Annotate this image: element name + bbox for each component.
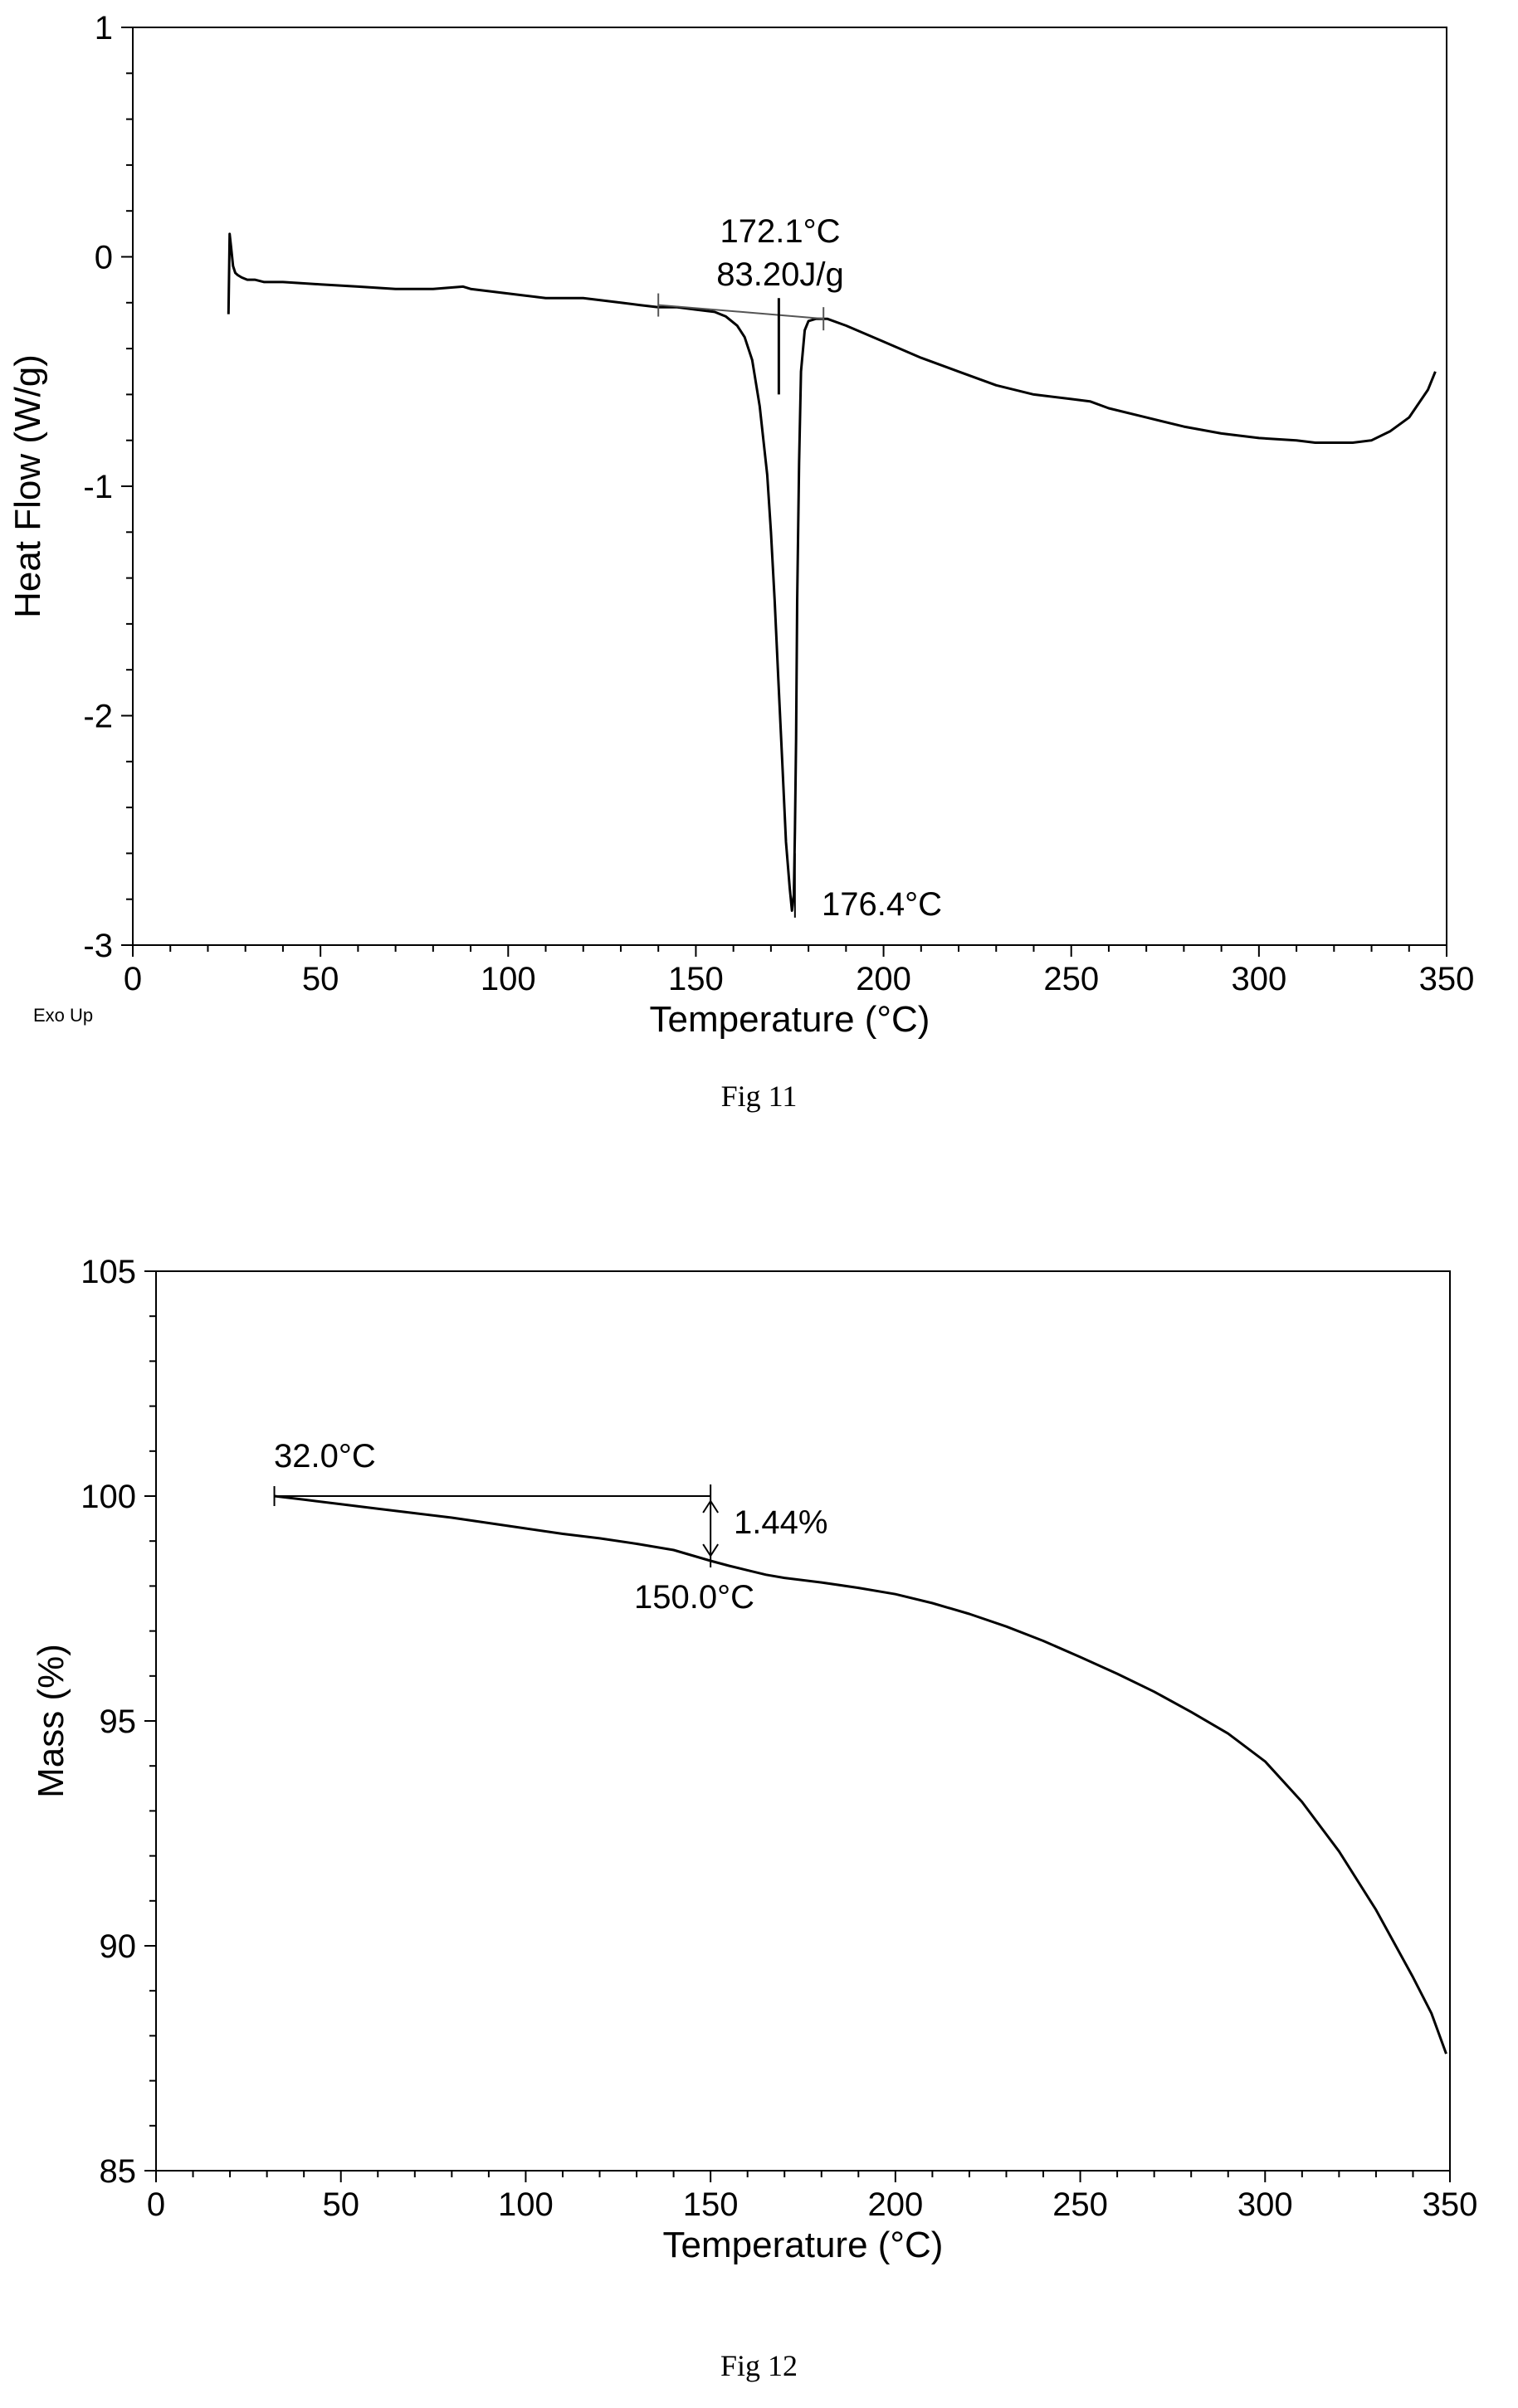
x-tick-label: 100	[481, 961, 536, 997]
end-temperature-label: 150.0°C	[634, 1579, 754, 1616]
x-tick-label: 0	[147, 2186, 165, 2223]
y-tick-label: 0	[95, 240, 113, 276]
y-axis-label: Heat Flow (W/g)	[7, 354, 48, 618]
arrow-head-up	[702, 1499, 719, 1514]
x-tick-label: 150	[668, 961, 724, 997]
x-tick-label: 250	[1043, 961, 1099, 997]
y-tick-label: 95	[100, 1704, 137, 1740]
x-tick-label: 200	[856, 961, 911, 997]
x-tick-label: 300	[1237, 2186, 1293, 2223]
arrow-head-down	[702, 1543, 719, 1557]
x-tick-label: 50	[302, 961, 339, 997]
figure-12-caption: Fig 12	[720, 2349, 798, 2382]
onset-temperature-label: 172.1°C	[720, 213, 841, 250]
series-line-0	[227, 232, 1437, 912]
y-tick-label: -1	[83, 469, 113, 505]
y-tick-label: 85	[100, 2153, 137, 2190]
x-axis-label: Temperature (°C)	[663, 2225, 944, 2265]
x-tick-label: 50	[322, 2186, 359, 2223]
x-tick-label: 100	[498, 2186, 554, 2223]
chart-12: 0 50 100 150 200 250 300 350 85 90 95 100 105 Tempera…	[31, 1254, 1477, 2265]
y-tick-label: 105	[81, 1254, 136, 1290]
series-line-0	[274, 1494, 1447, 2055]
x-tick-label: 300	[1231, 961, 1286, 997]
x-tick-label: 150	[683, 2186, 739, 2223]
x-tick-label: 250	[1052, 2186, 1108, 2223]
enthalpy-label: 83.20J/g	[716, 256, 843, 293]
plot-frame	[155, 1270, 1451, 2172]
mass-loss-label: 1.44%	[734, 1504, 827, 1541]
figure-11-caption: Fig 11	[720, 1080, 798, 1113]
y-tick-label: 90	[100, 1928, 137, 1965]
start-temperature-label: 32.0°C	[274, 1438, 376, 1475]
integration-baseline	[658, 304, 824, 320]
x-tick-label: 0	[124, 961, 142, 997]
x-tick-label: 350	[1423, 2186, 1478, 2223]
exo-up-label: Exo Up	[33, 1005, 93, 1026]
y-tick-label: -2	[83, 699, 113, 735]
y-tick-label: 1	[95, 10, 113, 46]
plot-frame	[132, 27, 1447, 946]
x-axis-label: Temperature (°C)	[650, 999, 930, 1040]
x-tick-label: 200	[867, 2186, 923, 2223]
y-axis-label: Mass (%)	[31, 1644, 71, 1798]
y-tick-label: -3	[83, 928, 113, 964]
y-tick-label: 100	[81, 1479, 136, 1515]
x-tick-label: 350	[1419, 961, 1475, 997]
chart-11: 0 50 100 150 200 250 300 350 -3 -2 -1 0 1 Temperature…	[7, 10, 1474, 1040]
peak-temperature-label: 176.4°C	[822, 886, 942, 923]
